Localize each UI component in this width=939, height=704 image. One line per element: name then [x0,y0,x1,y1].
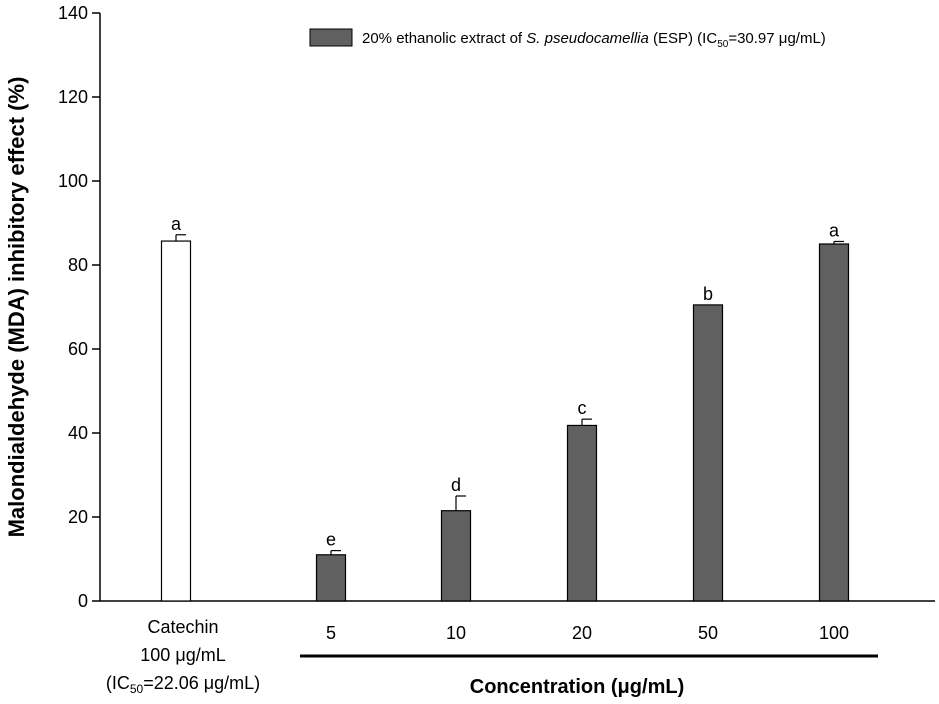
y-tick-label-100: 100 [58,171,88,191]
significance-label-catechin: a [171,214,182,234]
x-labels: Catechin 100 μg/mL (IC50=22.06 μg/mL) 5 1… [106,617,849,696]
bar-50 [692,304,724,602]
x-tick-label-50: 50 [698,623,718,643]
x-tick-label-5: 5 [326,623,336,643]
bar-10 [440,510,472,602]
y-tick-label-20: 20 [68,507,88,527]
legend-swatch [309,28,353,47]
significance-label-100: a [829,220,840,240]
y-tick-label-40: 40 [68,423,88,443]
significance-label-20: c [578,398,587,418]
x-tick-label-10: 10 [446,623,466,643]
bar-20 [566,424,598,602]
legend: 20% ethanolic extract of S. pseudocamell… [309,28,826,50]
x-tick-label-catechin-dose: 100 μg/mL [140,645,225,665]
x-tick-label-100: 100 [819,623,849,643]
bar-5 [315,554,347,602]
y-tick-label-60: 60 [68,339,88,359]
legend-label: 20% ethanolic extract of S. pseudocamell… [362,30,826,50]
significance-label-5: e [326,530,336,550]
y-ticks: 0 20 40 60 80 100 120 140 [58,3,100,611]
bar-100 [818,243,850,602]
x-tick-label-20: 20 [572,623,592,643]
bar-catechin [160,240,192,602]
axes [99,13,935,602]
x-tick-label-catechin: Catechin [147,617,218,637]
y-tick-label-0: 0 [78,591,88,611]
y-tick-label-120: 120 [58,87,88,107]
x-axis-label: Concentration (μg/mL) [470,676,684,698]
y-axis-label: Malondialdehyde (MDA) inhibitory effect … [4,77,29,538]
significance-label-10: d [451,475,461,495]
y-tick-label-140: 140 [58,3,88,23]
x-tick-label-catechin-ic50: (IC50=22.06 μg/mL) [106,673,260,696]
significance-label-50: b [703,284,713,304]
y-tick-label-80: 80 [68,255,88,275]
bars: a e d c b a [160,214,850,602]
